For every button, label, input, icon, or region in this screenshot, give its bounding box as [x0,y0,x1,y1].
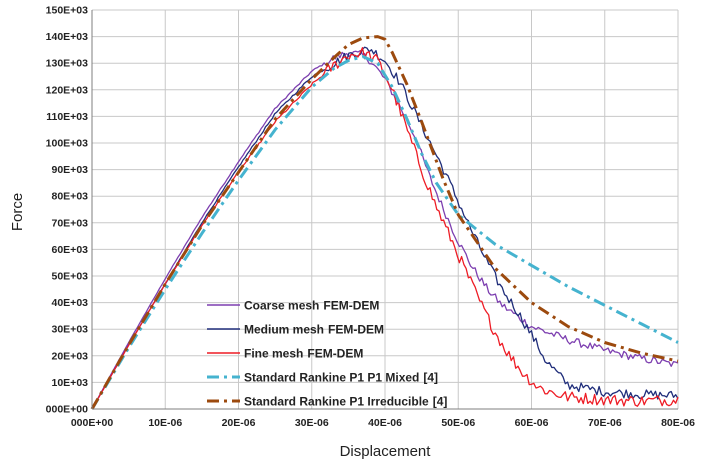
legend-label-0: Coarse mesh FEM-DEM [244,299,379,313]
y-tick-label: 130E+03 [46,58,88,70]
x-tick-label: 40E-06 [368,417,402,429]
legend-label-main: Standard Rankine P1 P1 Mixed [244,371,419,385]
y-tick-label: 140E+03 [46,31,88,43]
legend-label-1: Medium mesh FEM-DEM [244,323,384,337]
x-tick-label: 60E-06 [515,417,549,429]
y-tick-label: 10E+03 [52,377,89,389]
legend-label-suffix: FEM-DEM [323,299,379,313]
y-tick-label: 40E+03 [52,297,89,309]
legend-label-suffix: FEM-DEM [328,323,384,337]
y-tick-label: 110E+03 [46,111,88,123]
series-group [90,35,679,410]
y-tick-label: 50E+03 [52,271,89,283]
y-tick-label: 150E+03 [46,5,88,17]
y-tick-label: 120E+03 [46,84,88,96]
legend-label-suffix: [4] [423,371,438,385]
series-line-3 [90,55,679,410]
legend-label-2: Fine mesh FEM-DEM [244,347,363,361]
y-tick-label: 80E+03 [52,191,89,203]
y-tick-label: 70E+03 [52,217,89,229]
legend-label-suffix: [4] [433,395,448,409]
tick-labels: 000E+00 10E+03 20E+03 30E+03 40E+03 50E+03 60E… [46,5,695,430]
y-axis-title: Force [9,193,26,231]
y-tick-label: 60E+03 [52,244,89,256]
y-tick-label: 20E+03 [52,350,89,362]
y-tick-label: 100E+03 [46,138,88,150]
legend-label-main: Coarse mesh [244,299,319,313]
y-tick-label: 000E+00 [46,404,88,416]
legend-label-main: Fine mesh [244,347,303,361]
y-tick-label: 90E+03 [52,164,89,176]
legend-label-3: Standard Rankine P1 P1 Mixed [4] [244,371,438,385]
x-tick-label: 30E-06 [295,417,329,429]
x-tick-label: 50E-06 [441,417,475,429]
x-tick-label: 20E-06 [222,417,256,429]
y-tick-label: 30E+03 [52,324,89,336]
legend-label-main: Standard Rankine P1 Irreducible [244,395,429,409]
legend-label-4: Standard Rankine P1 Irreducible [4] [244,395,447,409]
legend-label-main: Medium mesh [244,323,324,337]
legend-label-suffix: FEM-DEM [307,347,363,361]
x-tick-label: 80E-06 [661,417,695,429]
x-tick-label: 70E-06 [588,417,622,429]
axes [91,10,678,410]
x-axis-title: Displacement [340,443,432,460]
x-tick-label: 10E-06 [148,417,182,429]
series-line-4 [90,35,679,410]
x-tick-label: 000E+00 [71,417,113,429]
grid-lines [91,9,679,410]
